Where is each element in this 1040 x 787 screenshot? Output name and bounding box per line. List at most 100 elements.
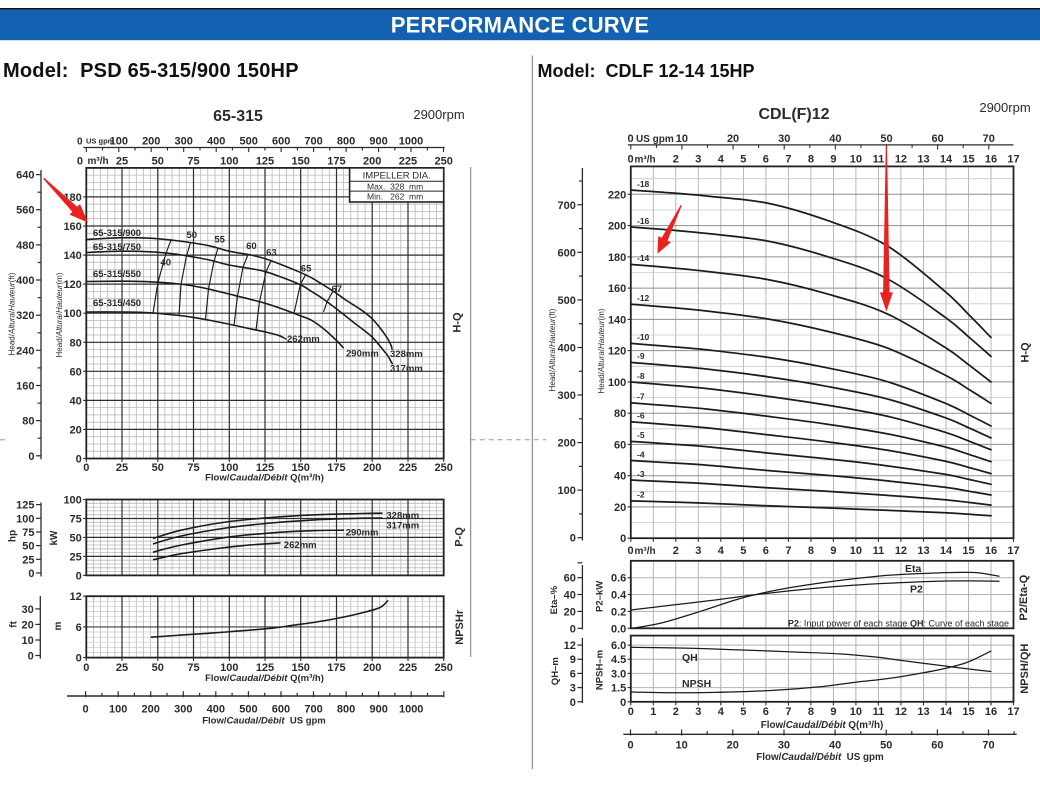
svg-text:40: 40 [829, 739, 841, 751]
svg-text:262mm: 262mm [287, 334, 320, 345]
svg-text:100: 100 [109, 703, 127, 715]
svg-text:0: 0 [628, 545, 634, 557]
svg-text:3: 3 [695, 706, 701, 718]
svg-text:200: 200 [608, 221, 626, 233]
svg-text:262mm: 262mm [284, 540, 317, 551]
svg-text:0: 0 [77, 156, 83, 168]
svg-text:100: 100 [220, 156, 238, 168]
svg-text:9: 9 [570, 654, 576, 666]
svg-text:180: 180 [608, 252, 626, 264]
svg-text:65-315: 65-315 [213, 108, 263, 125]
svg-text:65-315/450: 65-315/450 [93, 298, 141, 309]
svg-text:65: 65 [301, 264, 312, 275]
svg-text:75: 75 [187, 156, 199, 168]
svg-text:175: 175 [327, 156, 345, 168]
svg-text:160: 160 [16, 380, 34, 392]
svg-text:QH: QH [682, 652, 698, 664]
svg-text:50: 50 [187, 230, 198, 241]
svg-text:P2: Input power of each stage: P2: Input power of each stage QH: Curve … [788, 618, 1009, 628]
svg-text:63: 63 [266, 247, 277, 258]
svg-text:0: 0 [570, 623, 576, 635]
svg-text:14: 14 [940, 706, 953, 718]
svg-text:800: 800 [337, 136, 355, 148]
svg-text:200: 200 [142, 703, 160, 715]
svg-text:NPSH/QH: NPSH/QH [1019, 644, 1031, 694]
svg-text:75: 75 [187, 662, 199, 674]
svg-text:300: 300 [175, 136, 193, 148]
svg-text:-8: -8 [637, 371, 645, 381]
svg-text:15: 15 [962, 154, 974, 166]
svg-text:290mm: 290mm [346, 528, 379, 539]
svg-text:8: 8 [808, 545, 814, 557]
svg-text:65-315/900: 65-315/900 [93, 228, 141, 239]
svg-text:50: 50 [152, 662, 164, 674]
svg-text:17: 17 [1007, 706, 1019, 718]
svg-text:317mm: 317mm [390, 364, 423, 375]
svg-text:55: 55 [214, 235, 225, 246]
svg-text:10: 10 [850, 706, 862, 718]
svg-text:30: 30 [778, 133, 790, 145]
svg-text:100: 100 [110, 136, 128, 148]
svg-text:20: 20 [727, 133, 739, 145]
svg-text:60: 60 [931, 739, 943, 751]
svg-text:-12: -12 [637, 293, 650, 303]
svg-text:8: 8 [808, 154, 814, 166]
svg-text:14: 14 [940, 545, 953, 557]
svg-text:50: 50 [880, 739, 892, 751]
svg-text:25: 25 [116, 662, 128, 674]
svg-text:14: 14 [940, 154, 953, 166]
svg-text:100: 100 [63, 308, 81, 320]
svg-text:75: 75 [70, 513, 82, 525]
svg-text:-16: -16 [637, 216, 650, 226]
svg-text:0: 0 [28, 568, 34, 580]
svg-text:60: 60 [931, 133, 943, 145]
svg-text:9: 9 [830, 706, 836, 718]
svg-text:3: 3 [570, 683, 576, 695]
svg-text:2900rpm: 2900rpm [979, 100, 1030, 115]
svg-text:30: 30 [778, 739, 790, 751]
svg-text:0: 0 [620, 533, 626, 545]
svg-text:H-Q: H-Q [452, 312, 464, 333]
svg-text:0.6: 0.6 [611, 573, 626, 585]
svg-text:m³/h: m³/h [635, 155, 656, 166]
svg-text:120: 120 [608, 346, 626, 358]
svg-text:150: 150 [292, 662, 310, 674]
svg-text:80: 80 [614, 408, 626, 420]
svg-text:12: 12 [70, 591, 82, 603]
svg-text:30: 30 [22, 604, 34, 616]
svg-text:ft: ft [9, 620, 20, 627]
svg-text:5: 5 [740, 154, 746, 166]
svg-text:60: 60 [564, 573, 576, 585]
svg-text:-7: -7 [637, 392, 645, 402]
svg-text:4: 4 [718, 545, 725, 557]
svg-text:60: 60 [614, 439, 626, 451]
svg-text:0: 0 [76, 454, 82, 466]
svg-text:Model: CDLF 12-14 15HP: Model: CDLF 12-14 15HP [538, 61, 755, 81]
svg-text:6: 6 [76, 622, 82, 634]
svg-text:800: 800 [337, 703, 355, 715]
svg-text:-6: -6 [637, 411, 645, 421]
svg-text:160: 160 [63, 221, 81, 233]
svg-text:P-Q: P-Q [454, 527, 466, 547]
svg-text:100: 100 [16, 513, 34, 525]
svg-text:400: 400 [16, 275, 34, 287]
svg-text:700: 700 [558, 200, 576, 212]
svg-text:0: 0 [28, 651, 34, 663]
svg-text:300: 300 [558, 390, 576, 402]
svg-text:Flow/Caudal/Débit Q(m³/h): Flow/Caudal/Débit Q(m³/h) [761, 720, 883, 731]
svg-text:400: 400 [558, 342, 576, 354]
svg-text:500: 500 [239, 703, 257, 715]
svg-text:2: 2 [673, 706, 679, 718]
svg-text:NPSH: NPSH [682, 678, 711, 690]
svg-text:120: 120 [63, 279, 81, 291]
svg-text:1: 1 [650, 706, 656, 718]
svg-text:150: 150 [292, 462, 310, 474]
svg-text:0.2: 0.2 [611, 606, 626, 618]
svg-text:9: 9 [830, 545, 836, 557]
svg-text:6: 6 [763, 154, 769, 166]
svg-text:250: 250 [435, 662, 453, 674]
svg-text:US gpm: US gpm [636, 134, 674, 145]
svg-text:40: 40 [161, 257, 172, 268]
svg-text:4: 4 [718, 706, 725, 718]
svg-text:100: 100 [608, 377, 626, 389]
